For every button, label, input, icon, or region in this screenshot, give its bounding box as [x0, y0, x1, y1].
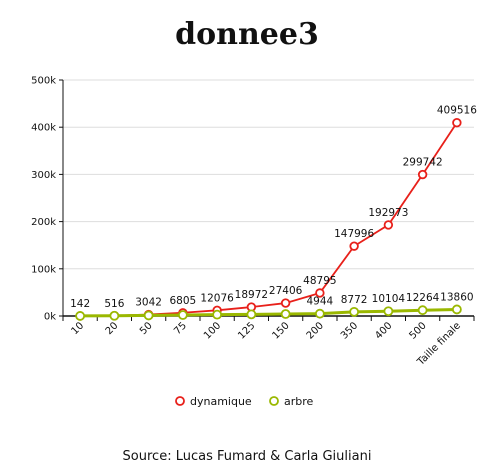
data-label: 27406	[269, 285, 303, 297]
data-label: 12264	[406, 292, 440, 304]
source-caption: Source: Lucas Fumard & Carla Giuliani	[123, 449, 372, 464]
legend-marker	[269, 396, 279, 406]
data-point	[451, 304, 462, 315]
data-point	[349, 241, 359, 251]
legend-marker	[175, 396, 185, 406]
data-label: 12076	[200, 292, 234, 304]
grid	[63, 79, 474, 270]
y-tick-label: 0k	[44, 312, 56, 323]
data-point	[383, 220, 394, 230]
data-point	[280, 298, 291, 308]
x-tick-label: 100	[202, 320, 223, 341]
x-tick-label: 20	[104, 320, 121, 337]
x-tick-label: 350	[339, 320, 360, 341]
data-label: 10104	[372, 293, 406, 305]
chart-title: donnee3	[175, 17, 319, 52]
x-tick-label: 500	[407, 320, 428, 341]
legend: dynamique arbre	[175, 395, 314, 408]
data-label: 3042	[135, 297, 162, 309]
data-point	[143, 310, 154, 321]
data-point	[417, 305, 428, 316]
legend-item-arbre: arbre	[269, 395, 314, 408]
data-point	[314, 308, 325, 319]
data-label: 516	[104, 298, 124, 310]
series-arbre: 4944 8772 10104 12264 13860	[75, 291, 474, 321]
x-tick-label: 10	[69, 320, 86, 337]
data-label: 6805	[170, 295, 197, 307]
data-point	[315, 288, 325, 298]
data-label: 48795	[303, 275, 336, 287]
data-label: 409516	[437, 105, 477, 117]
y-tick-label: 300k	[31, 170, 56, 181]
y-tick-label: 400k	[31, 123, 56, 134]
data-point	[246, 309, 257, 320]
data-label: 192973	[368, 207, 408, 219]
data-point	[280, 309, 291, 319]
data-point	[417, 169, 428, 180]
data-label: 13860	[440, 291, 473, 303]
x-tick-label: 400	[373, 320, 394, 341]
data-point	[349, 306, 360, 317]
legend-label: dynamique	[190, 395, 252, 408]
legend-item-dynamique: dynamique	[175, 395, 252, 408]
data-point	[177, 310, 188, 320]
x-tick-label: 50	[138, 320, 155, 337]
data-label: 147996	[334, 228, 374, 240]
data-label: 18972	[235, 289, 268, 301]
data-point	[452, 118, 462, 128]
data-label: 142	[70, 298, 90, 310]
data-point	[383, 306, 394, 317]
data-label: 8772	[341, 294, 368, 306]
y-tick-label: 200k	[31, 217, 56, 228]
y-axis: 0k 100k 200k 300k 400k 500k	[31, 76, 64, 323]
data-label: 4944	[307, 296, 334, 308]
legend-label: arbre	[284, 395, 314, 408]
x-tick-label: 75	[172, 320, 189, 337]
data-point	[212, 309, 223, 320]
y-tick-label: 500k	[31, 76, 56, 87]
series-line	[80, 307, 457, 318]
x-tick-label: 150	[270, 320, 291, 341]
data-point	[75, 311, 86, 321]
data-label: 299742	[403, 157, 443, 169]
x-tick-label: 200	[305, 320, 326, 341]
y-tick-label: 100k	[31, 264, 56, 275]
data-point	[109, 310, 120, 321]
x-tick-label: 125	[236, 320, 257, 341]
